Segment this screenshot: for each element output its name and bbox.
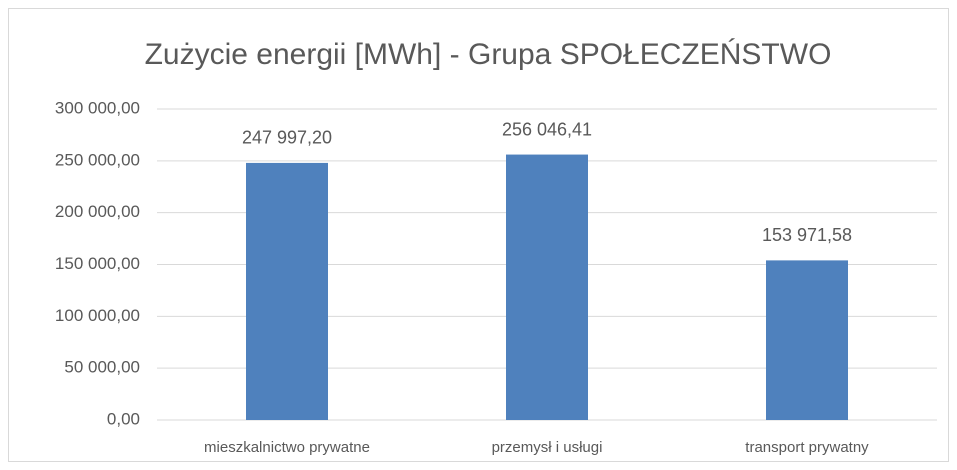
bar	[766, 260, 848, 420]
value-label: 256 046,41	[502, 119, 592, 139]
y-tick-label: 150 000,00	[55, 254, 140, 273]
x-tick-label: mieszkalnictwo prywatne	[204, 439, 370, 456]
value-label: 153 971,58	[762, 225, 852, 245]
bar	[246, 162, 328, 420]
x-tick-label: transport prywatny	[745, 439, 869, 456]
y-tick-label: 200 000,00	[55, 202, 140, 221]
y-tick-label: 50 000,00	[64, 358, 140, 377]
y-tick-label: 300 000,00	[55, 98, 140, 117]
y-tick-label: 100 000,00	[55, 306, 140, 325]
bar	[506, 154, 588, 420]
y-tick-label: 0,00	[107, 409, 140, 428]
value-label: 247 997,20	[242, 128, 332, 148]
chart-title: Zużycie energii [MWh] - Grupa SPOŁECZEŃS…	[145, 38, 832, 71]
y-tick-label: 250 000,00	[55, 150, 140, 169]
x-tick-label: przemysł i usługi	[492, 439, 603, 456]
